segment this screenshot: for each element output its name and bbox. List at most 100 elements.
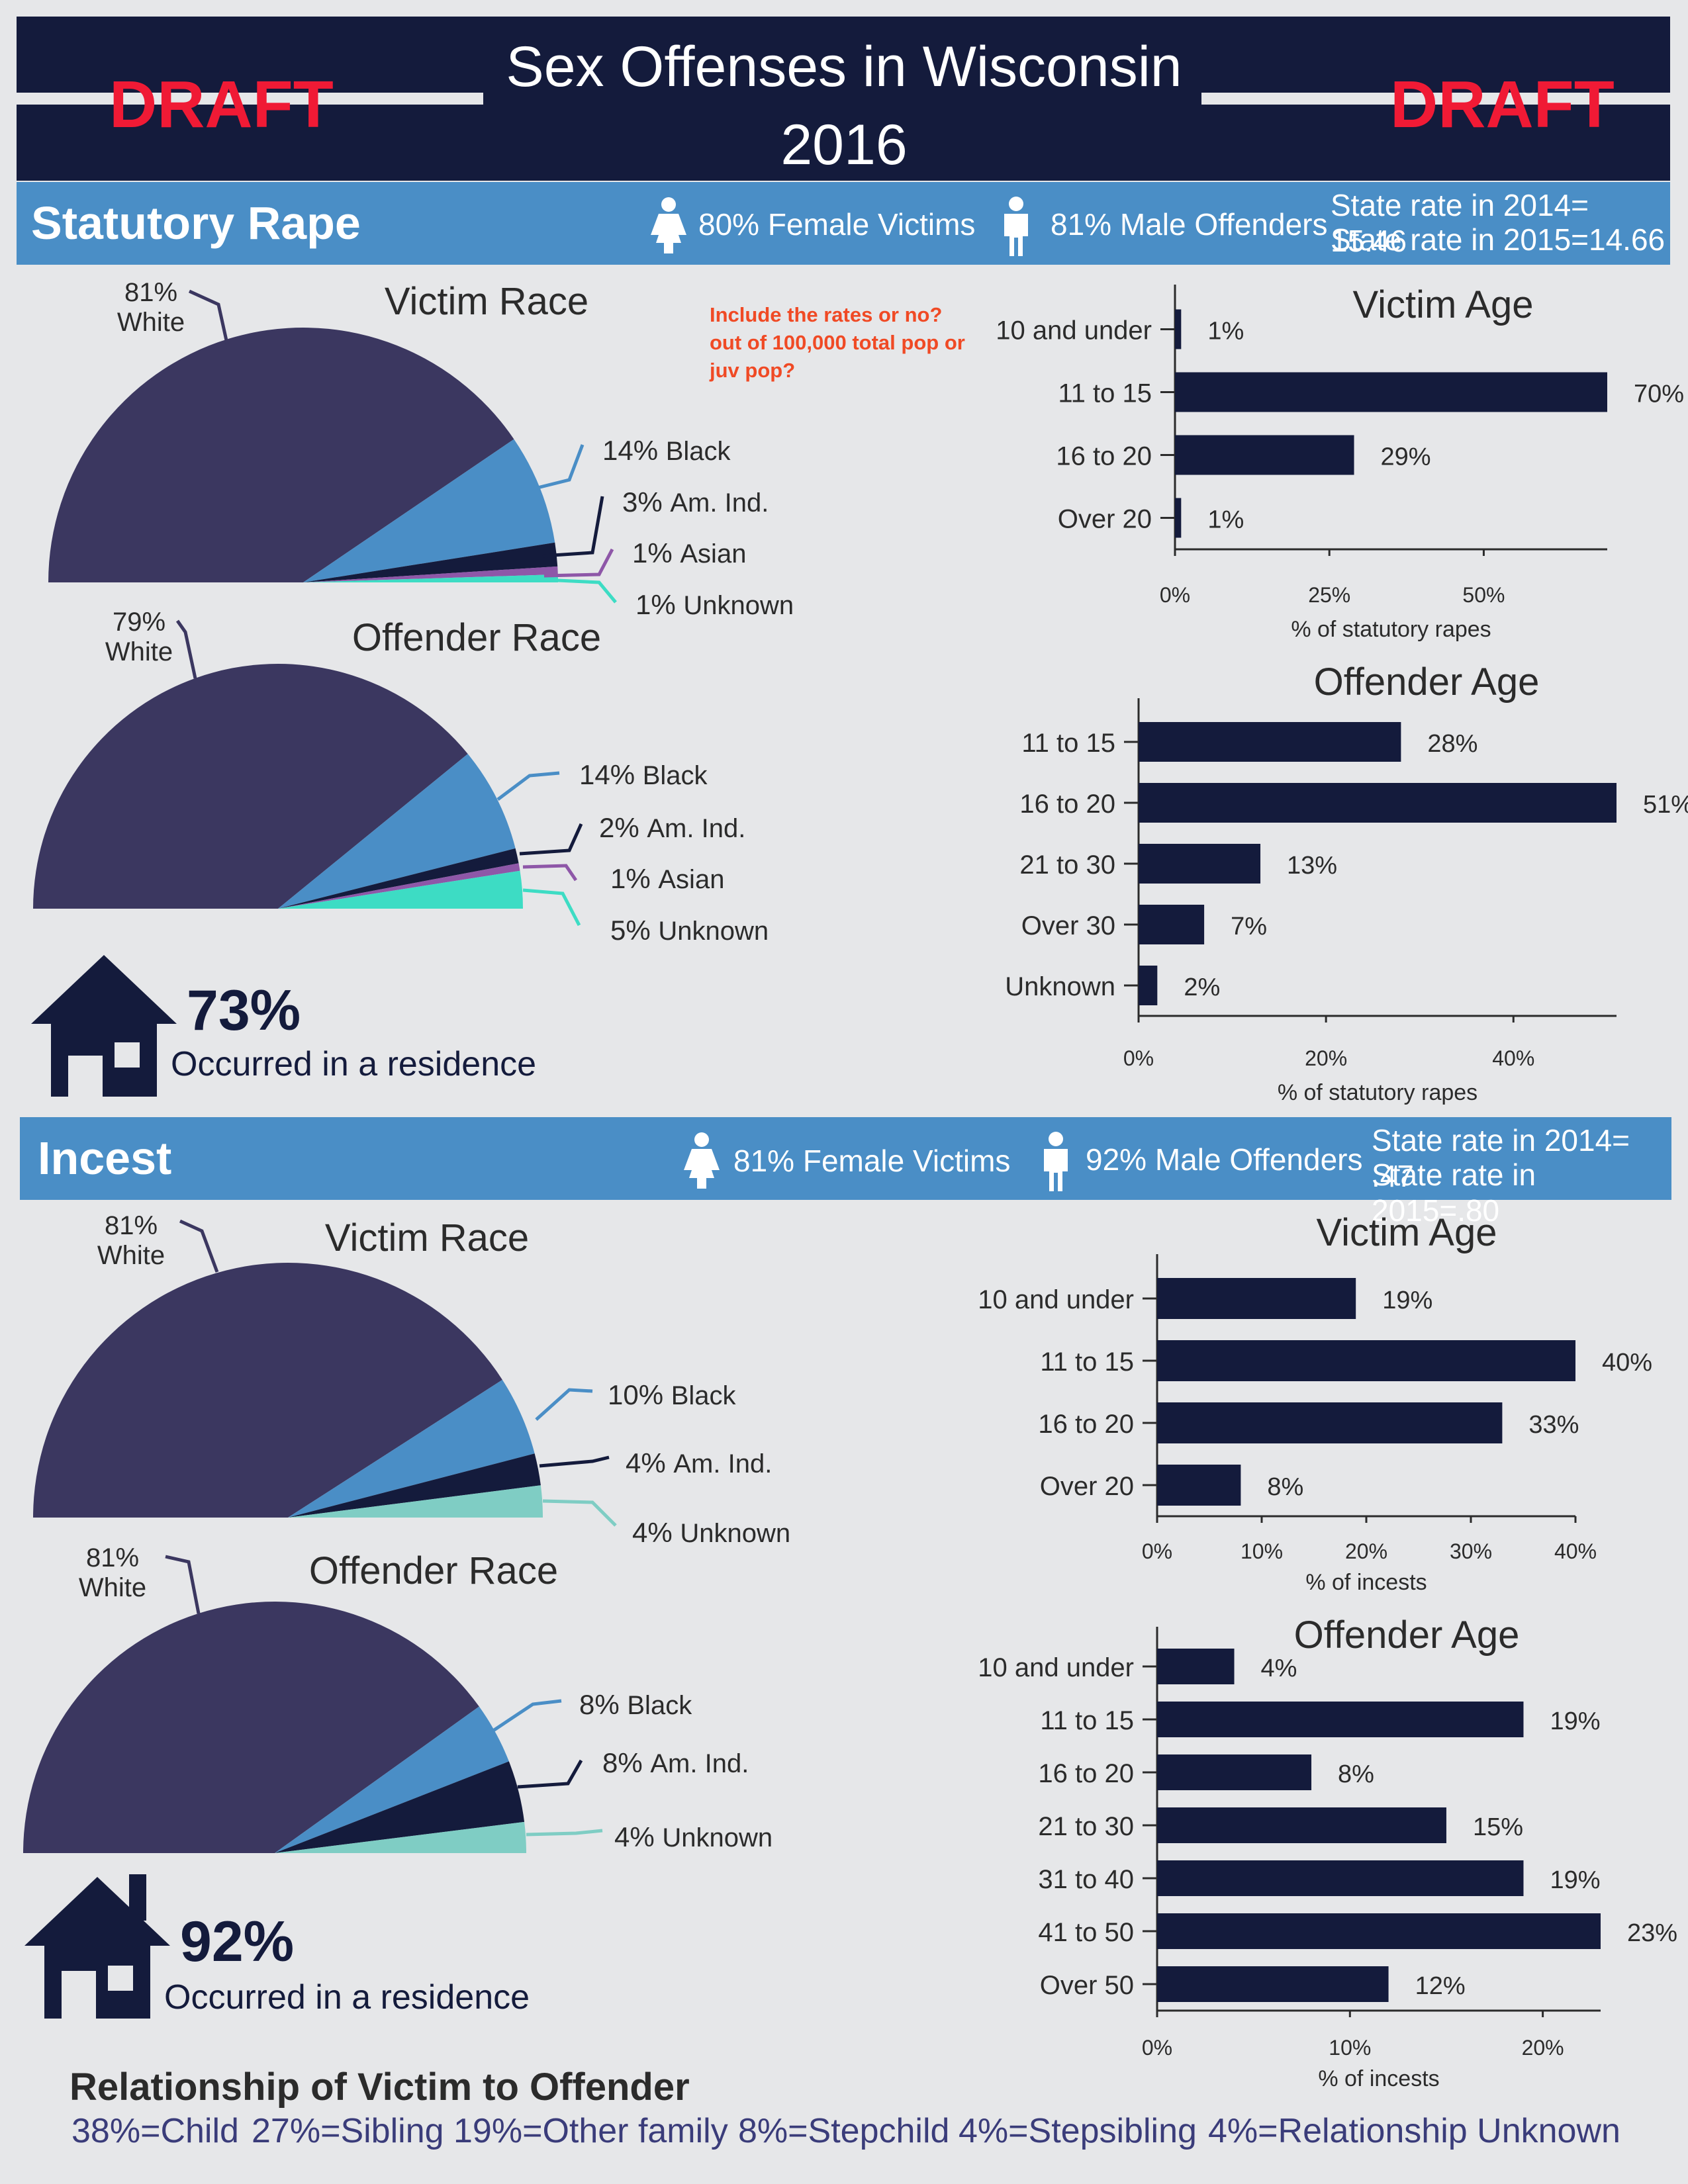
pie-slice-black — [288, 1379, 535, 1518]
bar-value-label: 4% — [1261, 1655, 1297, 1682]
bar-value-label: 8% — [1338, 1760, 1374, 1788]
female-icon — [651, 197, 686, 253]
slice-value-label: 5% — [610, 915, 658, 946]
residence-percent: 73% — [187, 979, 301, 1042]
leader-line — [543, 548, 614, 578]
bar — [1157, 1860, 1524, 1896]
slice-name-label: Unknown — [658, 917, 769, 946]
bar — [1157, 1754, 1312, 1790]
statutory-band: Statutory Rape 80% Female Victims 81% Ma… — [17, 182, 1670, 265]
slice-value-label: 8% — [602, 1747, 650, 1778]
slice-value-label: 81% — [105, 1211, 158, 1240]
title-rule-left — [17, 93, 483, 105]
house-icon — [31, 955, 177, 1097]
bar — [1157, 1340, 1575, 1381]
bar — [1157, 1966, 1389, 2002]
bar-value-label: 70% — [1634, 381, 1684, 408]
editor-note-line: juv pop? — [710, 359, 796, 382]
leader-line — [529, 444, 585, 492]
relationship-item: 8%=Stepchild — [738, 2112, 950, 2150]
y-tick-label: Over 50 — [1040, 1971, 1134, 2000]
slice-name-label: Unknown — [683, 591, 794, 620]
leader-line — [522, 888, 581, 927]
slice-name-label: Am. Ind. — [647, 814, 745, 843]
x-tick-label: 30% — [1450, 1539, 1492, 1563]
chart-title: Victim Race — [385, 280, 588, 323]
leader-line — [188, 289, 230, 350]
slice-value-label: 4% — [626, 1447, 673, 1479]
bar — [1139, 783, 1617, 823]
leader-line — [542, 1499, 617, 1527]
y-tick-label: 11 to 15 — [1021, 729, 1115, 758]
rate-2014: State rate in 2014= 15.46 — [1331, 188, 1589, 258]
editor-note-line: out of 100,000 total pop or — [710, 331, 965, 354]
slice-name-label: Am. Ind. — [670, 488, 769, 518]
residence-percent: 92% — [180, 1910, 295, 1974]
house-icon — [24, 1874, 170, 2019]
draft-watermark-left: DRAFT — [109, 68, 334, 142]
bar-value-label: 51% — [1643, 791, 1688, 819]
residence-label: Occurred in a residence — [171, 1045, 537, 1083]
chart-title: Victim Race — [325, 1216, 529, 1259]
slice-value-label: 81% — [124, 278, 177, 307]
female-victims-stat: 80% Female Victims — [698, 207, 976, 242]
chart-title: Offender Age — [1294, 1614, 1520, 1657]
rate-2015: State rate in 2015=14.66 — [1331, 222, 1665, 257]
bar-value-label: 28% — [1427, 730, 1477, 758]
chart-title: Victim Age — [1353, 283, 1534, 326]
slice-value-label: 1% — [610, 863, 658, 894]
slice-value-label: 14% — [602, 435, 666, 466]
x-tick-label: 20% — [1522, 2036, 1564, 2060]
chart-title: Victim Age — [1317, 1211, 1497, 1254]
x-tick-label: 0% — [1123, 1046, 1154, 1070]
pie-slice-white — [48, 328, 514, 582]
y-tick-label: 11 to 15 — [1040, 1347, 1134, 1377]
bar-value-label: 1% — [1207, 506, 1244, 534]
x-tick-label: 10% — [1329, 2036, 1371, 2060]
bar — [1157, 1465, 1241, 1506]
y-tick-label: Unknown — [1005, 972, 1115, 1001]
slice-name-label: White — [117, 308, 185, 337]
x-tick-label: 25% — [1308, 583, 1350, 607]
pie-slice-white — [33, 1263, 502, 1518]
slice-value-label: 10% — [608, 1379, 671, 1410]
title-rule-right — [1201, 93, 1670, 105]
slice-label: 1% Asian — [632, 537, 746, 569]
bar-value-label: 40% — [1602, 1349, 1652, 1377]
residence-label: Occurred in a residence — [164, 1978, 530, 2017]
slice-label: 10% Black — [608, 1379, 737, 1410]
bar — [1139, 844, 1261, 884]
page-title-year: 2016 — [780, 113, 908, 177]
y-tick-label: 10 and under — [978, 1653, 1134, 1682]
relationship-item: 4%=Relationship Unknown — [1208, 2112, 1620, 2150]
relationship-item: 27%=Sibling — [252, 2112, 444, 2150]
y-tick-label: 16 to 20 — [1038, 1759, 1134, 1788]
slice-label: 1% Asian — [610, 863, 724, 894]
bar-value-label: 1% — [1207, 318, 1244, 345]
bar-value-label: 8% — [1267, 1473, 1303, 1501]
bar-value-label: 19% — [1550, 1866, 1600, 1894]
leader-line — [542, 496, 604, 558]
slice-name-label: White — [97, 1241, 165, 1270]
x-tick-label: 10% — [1241, 1539, 1283, 1563]
slice-label: 1% Unknown — [635, 589, 794, 620]
relationship-item: 4%=Stepsibling — [959, 2112, 1197, 2150]
page-title: Sex Offenses in Wisconsin — [506, 35, 1182, 99]
bar-value-label: 33% — [1528, 1411, 1579, 1439]
leader-line — [175, 619, 197, 679]
leader-line — [543, 578, 617, 604]
bar — [1175, 372, 1607, 412]
x-axis-label: % of statutory rapes — [1291, 617, 1491, 642]
x-axis-label: % of incests — [1318, 2066, 1439, 2091]
slice-value-label: 4% — [614, 1821, 662, 1852]
slice-value-label: 3% — [622, 486, 670, 518]
slice-name-label: Black — [643, 761, 708, 790]
male-icon — [1004, 197, 1028, 256]
male-icon — [1044, 1132, 1068, 1191]
y-tick-label: Over 20 — [1058, 505, 1152, 534]
y-tick-label: 21 to 30 — [1019, 850, 1115, 880]
y-tick-label: 16 to 20 — [1038, 1410, 1134, 1439]
pie-slice-black — [278, 754, 516, 909]
slice-label: 4% Unknown — [614, 1821, 773, 1852]
